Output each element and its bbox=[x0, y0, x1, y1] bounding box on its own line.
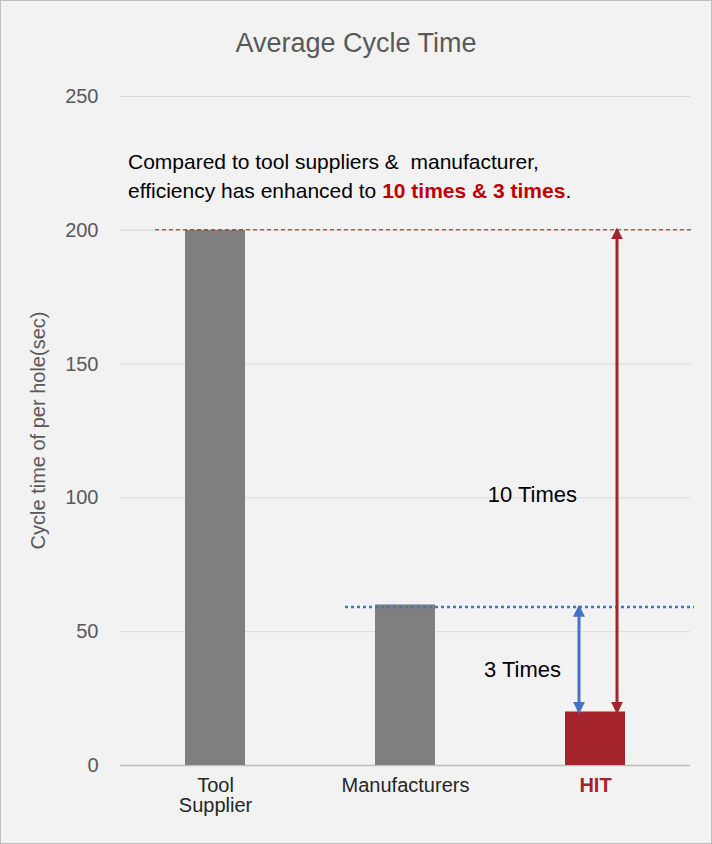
svg-text:200: 200 bbox=[65, 219, 98, 241]
svg-text:150: 150 bbox=[65, 353, 98, 375]
svg-text:100: 100 bbox=[65, 486, 98, 508]
html-text:efficiency has enhanced to 10: efficiency has enhanced to 10 times & 3 … bbox=[128, 179, 572, 202]
html-text:Compared to tool suppliers & m: Compared to tool suppliers & manufacture… bbox=[128, 150, 539, 173]
svg-text:ToolSupplier: ToolSupplier bbox=[179, 774, 253, 816]
svg-text:0: 0 bbox=[87, 754, 98, 776]
html-text:Average Cycle Time: Average Cycle Time bbox=[235, 28, 477, 58]
svg-text:50: 50 bbox=[76, 620, 98, 642]
svg-text:3 Times: 3 Times bbox=[484, 657, 561, 682]
svg-text:10 Times: 10 Times bbox=[488, 482, 577, 507]
svg-text:250: 250 bbox=[65, 85, 98, 107]
svg-text:Cycle time of per hole(sec): Cycle time of per hole(sec) bbox=[27, 312, 49, 550]
svg-text:HIT: HIT bbox=[579, 774, 611, 796]
svg-text:Manufacturers: Manufacturers bbox=[342, 774, 470, 796]
